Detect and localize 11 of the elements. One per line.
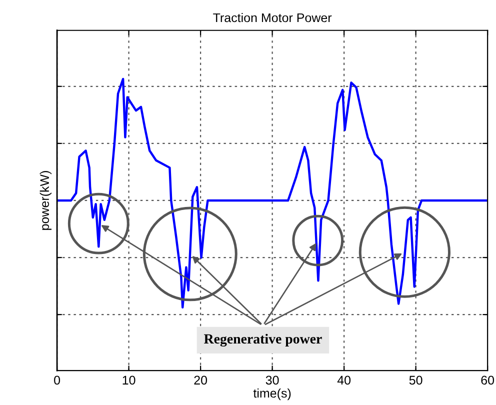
x-axis-title: time(s): [253, 388, 291, 400]
chart-title: Traction Motor Power: [213, 12, 332, 22]
x-tick-label: 40: [337, 376, 351, 385]
x-tick-label: 10: [122, 376, 136, 385]
y-axis-title: power(kW): [40, 171, 52, 230]
x-tick-label: 0: [54, 376, 60, 385]
x-tick-label: 60: [481, 376, 494, 385]
x-tick-label: 50: [409, 376, 422, 385]
text: Regenerative power: [204, 334, 322, 347]
x-tick-label: 30: [266, 376, 279, 385]
x-tick-label: 20: [194, 376, 208, 385]
